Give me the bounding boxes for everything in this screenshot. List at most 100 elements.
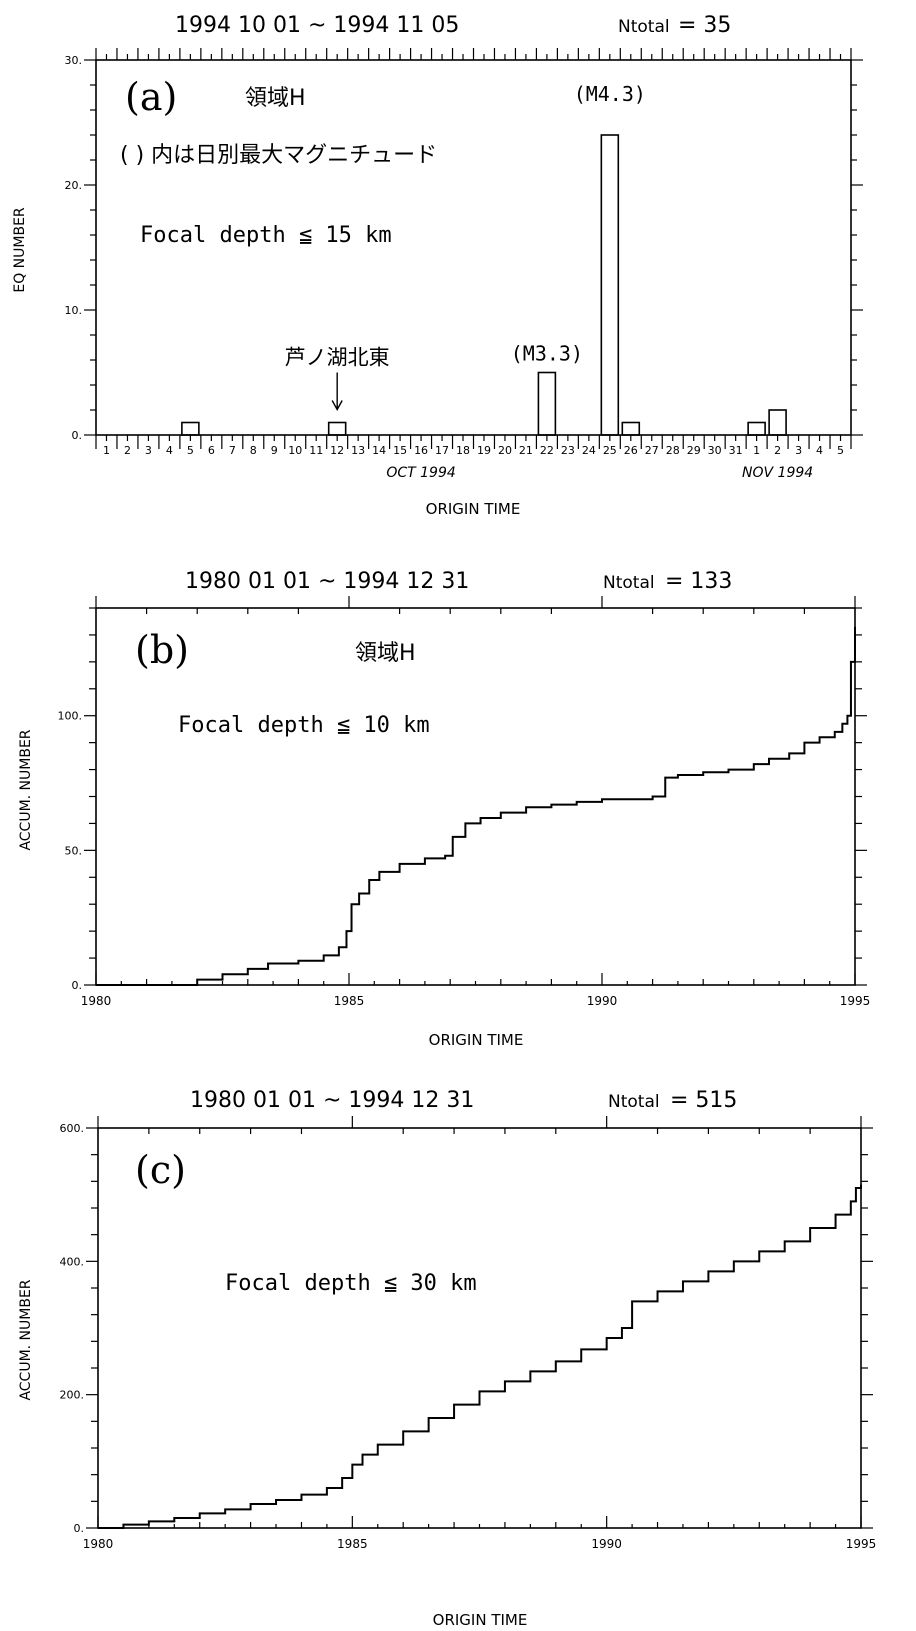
panel-b-series — [96, 626, 856, 986]
panel-c-xlabel: ORIGIN TIME — [433, 1611, 528, 1629]
panel-b-region: 領域H — [355, 641, 416, 666]
annotation-magnitude: (M4.3) — [574, 82, 646, 106]
panel-a-day-labels: 1 2 3 4 5 6 7 8 9 10 11 12 13 14 15 16 17 18 19 20 21 22 23 24 2… — [103, 444, 844, 457]
panel-a-annotations: (M4.3) (M3.3) 芦ノ湖北東 — [285, 82, 646, 411]
day-tick-label: 18 — [456, 444, 470, 457]
annotation-location: 芦ノ湖北東 — [285, 346, 390, 370]
day-tick-label: 11 — [309, 444, 323, 457]
bar — [621, 421, 641, 436]
panel-c-ylabel: ACCUM. NUMBER — [18, 1279, 34, 1400]
panel-a-xlabel: ORIGIN TIME — [426, 500, 521, 518]
day-tick-label: 21 — [519, 444, 533, 457]
day-tick-label: 3 — [145, 444, 152, 457]
day-tick-label: 28 — [666, 444, 680, 457]
day-tick-label: 5 — [837, 444, 844, 457]
annotation-arrow-head — [331, 400, 343, 411]
panel-a-y-tick-labels: 0. 10. 20. 30. — [65, 54, 83, 442]
panel-b-ticks — [84, 596, 867, 986]
day-tick-label: 8 — [250, 444, 257, 457]
day-tick-label: 4 — [166, 444, 173, 457]
day-tick-label: 22 — [540, 444, 554, 457]
month-label: NOV 1994 — [742, 465, 813, 481]
panel-b-ylabel: ACCUM. NUMBER — [18, 729, 34, 850]
panel-c-y-tick-labels: 0. 200. 400. 600. — [60, 1122, 85, 1535]
panel-b-y-tick-labels: 0. 50. 100. — [58, 710, 83, 992]
panel-b-period: 1980 01 01 ~ 1994 12 31 — [185, 569, 469, 594]
panel-a-label: (a) — [125, 75, 177, 119]
panel-c-ntotal-label: Ntotal — [608, 1092, 660, 1112]
day-tick-label: 15 — [393, 444, 407, 457]
panel-b-label: (b) — [135, 628, 189, 672]
x-tick-label: 1985 — [334, 994, 365, 1008]
bar — [600, 134, 620, 436]
day-tick-label: 3 — [795, 444, 802, 457]
month-label: OCT 1994 — [386, 465, 455, 481]
day-tick-label: 19 — [477, 444, 491, 457]
bar — [181, 421, 200, 436]
cumulative-line — [96, 626, 856, 986]
x-tick-label: 1985 — [337, 1537, 368, 1551]
day-tick-label: 1 — [103, 444, 110, 457]
y-tick-label: 0. — [72, 979, 83, 992]
panel-a-note: ( ) 内は日別最大マグニチュード — [120, 143, 437, 168]
cumulative-line — [98, 1184, 862, 1529]
day-tick-label: 17 — [435, 444, 449, 457]
panel-b-ntotal-label: Ntotal — [603, 573, 655, 593]
panel-c-ntotal-value: = 515 — [670, 1088, 737, 1113]
day-tick-label: 20 — [498, 444, 512, 457]
day-tick-label: 6 — [208, 444, 215, 457]
y-tick-label: 10. — [65, 304, 83, 317]
bar — [747, 421, 766, 436]
panel-b-x-tick-labels: 1980 1985 1990 1995 — [81, 994, 871, 1008]
panel-b-xlabel: ORIGIN TIME — [429, 1031, 524, 1049]
day-tick-label: 29 — [687, 444, 701, 457]
bar — [768, 409, 787, 436]
panel-c-ticks — [86, 1116, 873, 1529]
y-tick-label: 400. — [60, 1255, 85, 1268]
x-tick-label: 1980 — [81, 994, 112, 1008]
day-tick-label: 7 — [229, 444, 236, 457]
day-tick-label: 13 — [351, 444, 365, 457]
panel-a-ntotal-label: Ntotal — [618, 17, 670, 37]
panel-c: 1980 01 01 ~ 1994 12 31 Ntotal = 515 198… — [18, 1088, 876, 1629]
day-tick-label: 10 — [288, 444, 302, 457]
y-tick-label: 100. — [58, 710, 83, 723]
panel-b-plot-frame — [95, 607, 856, 986]
day-tick-label: 2 — [774, 444, 781, 457]
panel-a-depth: Focal depth ≦ 15 km — [140, 223, 392, 248]
day-tick-label: 25 — [603, 444, 617, 457]
annotation-magnitude: (M3.3) — [511, 342, 583, 366]
x-tick-label: 1990 — [587, 994, 618, 1008]
y-tick-label: 600. — [60, 1122, 85, 1135]
panel-c-depth: Focal depth ≦ 30 km — [225, 1271, 477, 1296]
x-tick-label: 1995 — [846, 1537, 877, 1551]
panel-b: 1980 01 01 ~ 1994 12 31 Ntotal = 133 198… — [18, 569, 870, 1049]
day-tick-label: 12 — [330, 444, 344, 457]
panel-c-plot-frame — [97, 1127, 862, 1529]
y-tick-label: 0. — [74, 1522, 85, 1535]
day-tick-label: 24 — [582, 444, 596, 457]
x-tick-label: 1990 — [591, 1537, 622, 1551]
panel-b-ntotal-value: = 133 — [665, 569, 732, 594]
bar — [327, 421, 347, 436]
panel-a-ylabel: EQ NUMBER — [12, 207, 28, 293]
panel-c-label: (c) — [135, 1148, 186, 1192]
bar — [537, 371, 557, 436]
day-tick-label: 31 — [729, 444, 743, 457]
day-tick-label: 1 — [753, 444, 760, 457]
panel-a-ticks — [84, 48, 863, 449]
x-tick-label: 1995 — [840, 994, 871, 1008]
panel-a-bars — [181, 134, 787, 436]
day-tick-label: 4 — [816, 444, 823, 457]
day-tick-label: 30 — [708, 444, 722, 457]
panel-a-period: 1994 10 01 ~ 1994 11 05 — [175, 13, 459, 38]
day-tick-label: 9 — [271, 444, 278, 457]
y-tick-label: 20. — [65, 179, 83, 192]
day-tick-label: 14 — [372, 444, 386, 457]
day-tick-label: 27 — [645, 444, 659, 457]
panel-c-series — [98, 1184, 862, 1529]
y-tick-label: 30. — [65, 54, 83, 67]
panel-a-region: 領域H — [245, 86, 306, 111]
